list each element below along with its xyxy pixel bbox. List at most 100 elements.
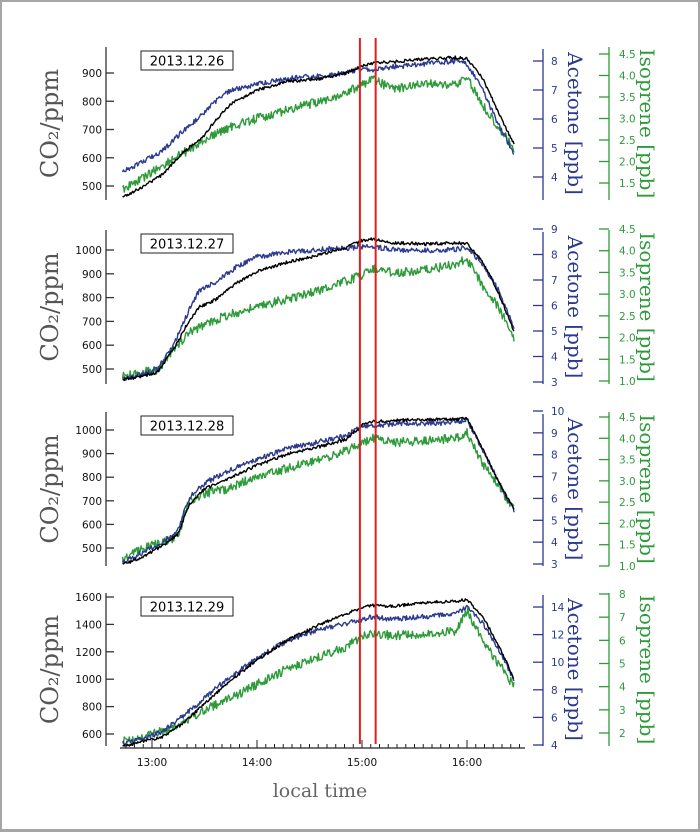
co2-axis-title: CO₂/ppm (36, 69, 64, 178)
co2-tick-label: 600 (82, 153, 102, 165)
acetone-tick-label: 5 (551, 326, 558, 338)
acetone-line (121, 417, 515, 563)
isoprene-tick-label: 4.5 (619, 224, 636, 236)
isoprene-line (121, 607, 515, 745)
isoprene-tick-label: 1.0 (619, 376, 636, 388)
co2-tick-label: 800 (82, 472, 102, 484)
isoprene-tick-label: 2.0 (619, 333, 636, 345)
x-tick-label: 15:00 (347, 757, 377, 769)
x-axis-title: local time (273, 780, 368, 802)
co2-tick-label: 1600 (75, 592, 102, 604)
x-tick-label: 14:00 (242, 757, 272, 769)
acetone-tick-label: 9 (551, 428, 558, 440)
acetone-tick-label: 6 (551, 114, 558, 126)
isoprene-axis-title: Isoprene [ppb] (635, 49, 659, 199)
co2-tick-label: 1200 (75, 647, 102, 659)
acetone-tick-label: 8 (551, 685, 558, 697)
acetone-tick-label: 9 (551, 224, 558, 236)
acetone-tick-label: 3 (551, 377, 558, 389)
acetone-axis-title: Acetone [ppb] (563, 235, 587, 379)
acetone-tick-label: 4 (551, 537, 558, 549)
co2-tick-label: 1000 (75, 674, 102, 686)
isoprene-tick-label: 2 (619, 728, 626, 740)
isoprene-tick-label: 2.5 (619, 497, 636, 509)
co2-line (122, 416, 515, 565)
isoprene-axis-title: Isoprene [ppb] (635, 595, 659, 745)
co2-tick-label: 700 (82, 125, 102, 137)
date-label-box (140, 50, 234, 71)
isoprene-tick-label: 3.5 (619, 455, 636, 467)
co2-axis-title: CO₂/ppm (36, 615, 64, 724)
date-label: 2013.12.28 (150, 420, 224, 435)
co2-tick-label: 900 (82, 68, 102, 80)
isoprene-tick-label: 2.5 (619, 135, 636, 147)
isoprene-tick-label: 7 (619, 612, 626, 624)
isoprene-tick-label: 3.5 (619, 267, 636, 279)
co2-tick-label: 1000 (75, 425, 102, 437)
acetone-tick-label: 4 (551, 740, 558, 752)
acetone-tick-label: 7 (551, 85, 558, 97)
isoprene-tick-label: 2.0 (619, 518, 636, 530)
co2-tick-label: 600 (82, 340, 102, 352)
acetone-tick-label: 8 (551, 250, 558, 262)
isoprene-tick-label: 8 (619, 589, 626, 601)
chart-panel-2013.12.28: 500 600 700 800 900 1000 CO₂/ppm 3 4 5 6 7 8 9 10Aceto… (36, 406, 659, 573)
isoprene-tick-label: 4.0 (619, 71, 636, 83)
acetone-tick-label: 5 (551, 515, 558, 527)
co2-tick-label: 800 (82, 702, 102, 714)
chart-panel-2013.12.26: 500 600 700 800 900 CO₂/ppm 4 5 6 7 8 Acetone [ppb]… (36, 47, 659, 200)
acetone-line (121, 58, 515, 173)
isoprene-tick-label: 1.5 (619, 354, 636, 366)
chart-panel-2013.12.27: 500 600 700 800 900 1000 CO₂/ppm 3 4 5 6 7 8 9 Acetone… (36, 224, 659, 389)
acetone-tick-label: 6 (551, 493, 558, 505)
co2-tick-label: 600 (82, 729, 102, 741)
acetone-axis-title: Acetone [ppb] (563, 417, 587, 561)
isoprene-tick-label: 6 (619, 635, 626, 647)
isoprene-tick-label: 3 (619, 705, 626, 717)
isoprene-tick-label: 3.0 (619, 476, 636, 488)
co2-tick-label: 800 (82, 96, 102, 108)
isoprene-tick-label: 2.0 (619, 157, 636, 169)
acetone-tick-label: 4 (551, 352, 558, 364)
co2-tick-label: 500 (82, 364, 102, 376)
isoprene-tick-label: 4.0 (619, 246, 636, 258)
isoprene-tick-label: 3.0 (619, 114, 636, 126)
co2-tick-label: 1400 (75, 619, 102, 631)
isoprene-tick-label: 1.5 (619, 540, 636, 552)
date-label-box (140, 415, 234, 436)
co2-line (122, 55, 515, 198)
isoprene-tick-label: 2.5 (619, 311, 636, 323)
acetone-tick-label: 7 (551, 275, 558, 287)
acetone-tick-label: 7 (551, 472, 558, 484)
date-label: 2013.12.27 (150, 238, 224, 253)
acetone-tick-label: 6 (551, 301, 558, 313)
acetone-tick-label: 5 (551, 143, 558, 155)
isoprene-axis-title: Isoprene [ppb] (635, 232, 659, 382)
date-label-box (140, 596, 234, 617)
isoprene-tick-label: 4.5 (619, 49, 636, 61)
isoprene-axis-title: Isoprene [ppb] (635, 414, 659, 564)
acetone-tick-label: 4 (551, 172, 558, 184)
date-label: 2013.12.29 (150, 601, 224, 616)
co2-line (122, 598, 515, 747)
isoprene-tick-label: 4.5 (619, 412, 636, 424)
co2-axis-title: CO₂/ppm (36, 434, 64, 543)
co2-tick-label: 900 (82, 269, 102, 281)
acetone-axis-title: Acetone [ppb] (563, 51, 587, 195)
acetone-line (122, 604, 515, 747)
acetone-tick-label: 8 (551, 450, 558, 462)
date-label-box (140, 233, 234, 254)
acetone-tick-label: 10 (551, 657, 564, 669)
co2-line (122, 237, 515, 382)
acetone-tick-label: 3 (551, 559, 558, 571)
acetone-tick-label: 8 (551, 56, 558, 68)
isoprene-tick-label: 1.5 (619, 178, 636, 190)
co2-tick-label: 800 (82, 293, 102, 305)
isoprene-tick-label: 5 (619, 659, 626, 671)
red-marker-lines (358, 38, 377, 744)
co2-tick-label: 500 (82, 543, 102, 555)
acetone-tick-label: 12 (551, 630, 564, 642)
acetone-tick-label: 6 (551, 712, 558, 724)
